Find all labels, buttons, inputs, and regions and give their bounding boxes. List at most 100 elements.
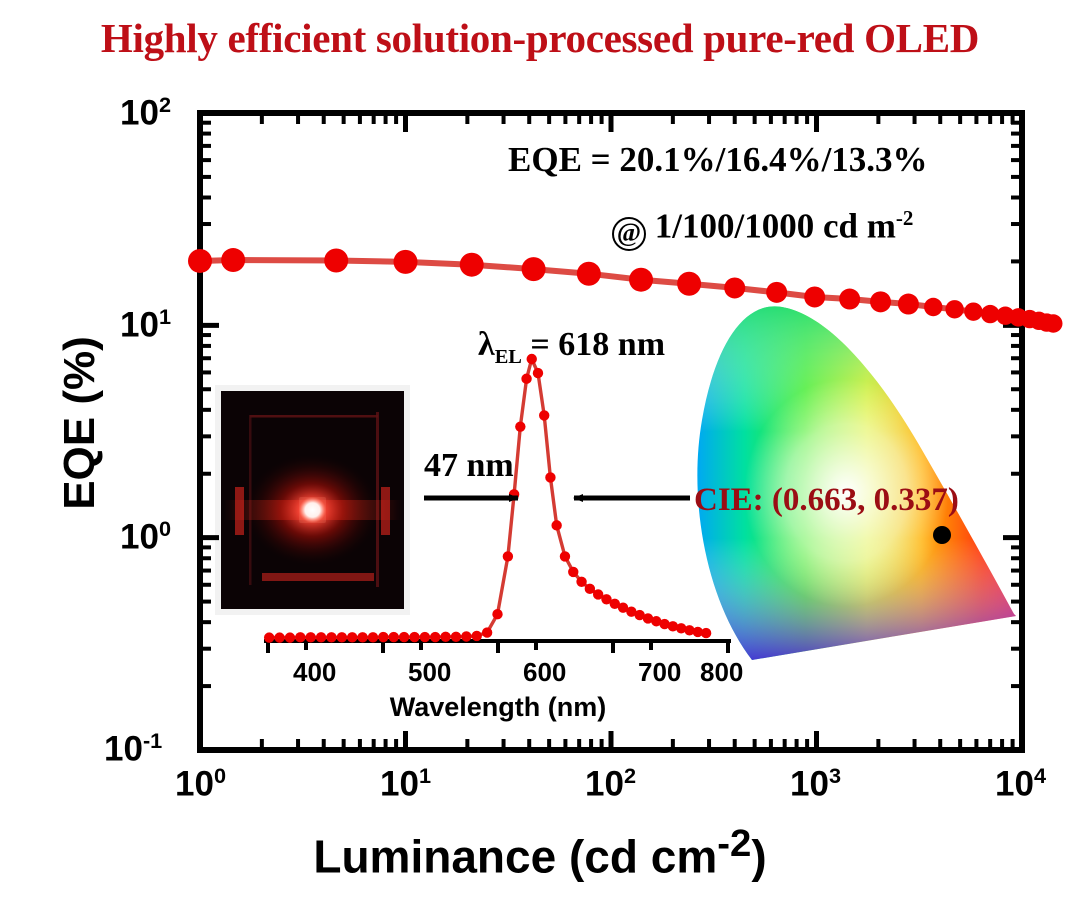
el-data-point bbox=[336, 632, 348, 643]
el-data-point bbox=[667, 621, 679, 632]
el-data-point bbox=[284, 632, 296, 643]
y-tick-label-0-1: 10-1 bbox=[104, 728, 163, 769]
eqe-data-point bbox=[324, 248, 349, 273]
x-tick-label-1000: 103 bbox=[790, 763, 841, 804]
eqe-data-point bbox=[924, 297, 943, 317]
x-tick-label-100: 102 bbox=[585, 763, 636, 804]
eqe-data-point bbox=[766, 281, 788, 303]
x-tick-label-10000: 104 bbox=[995, 763, 1046, 804]
el-spectrum-inset bbox=[263, 353, 731, 653]
eqe-data-point bbox=[839, 288, 861, 310]
el-data-point bbox=[659, 618, 670, 630]
eqe-data-point bbox=[677, 271, 702, 296]
el-data-point bbox=[367, 632, 379, 643]
eqe-data-point bbox=[724, 277, 746, 299]
el-data-point bbox=[642, 613, 654, 624]
el-data-point bbox=[692, 626, 703, 638]
eqe-data-point bbox=[964, 302, 983, 321]
el-data-point bbox=[263, 632, 275, 643]
el-data-point bbox=[617, 602, 629, 613]
el-data-point bbox=[515, 421, 526, 432]
eqe-curve bbox=[188, 248, 1063, 333]
x-tick-label-1: 100 bbox=[175, 763, 226, 804]
lambda-el-annotation: λEL = 618 nm bbox=[478, 326, 666, 368]
el-data-point bbox=[502, 551, 514, 562]
el-data-point bbox=[634, 609, 645, 621]
el-data-point bbox=[700, 627, 712, 639]
eqe-value-annotation: EQE = 20.1%/16.4%/13.3% bbox=[508, 140, 928, 179]
el-data-point bbox=[559, 551, 571, 562]
eqe-data-point bbox=[576, 261, 601, 286]
inset-x-tick-400: 400 bbox=[293, 657, 337, 687]
el-data-point bbox=[305, 632, 316, 643]
el-data-point bbox=[526, 353, 537, 365]
el-data-point bbox=[481, 627, 493, 638]
el-data-point bbox=[378, 631, 389, 643]
at-symbol-icon: @ bbox=[612, 216, 646, 251]
el-data-point bbox=[539, 410, 550, 421]
el-data-point bbox=[409, 631, 420, 643]
el-data-point bbox=[651, 616, 662, 627]
x-axis-label: Luminance (cd cm-2) bbox=[313, 822, 767, 883]
el-data-point bbox=[551, 520, 562, 531]
inset-x-tick-700: 700 bbox=[638, 657, 682, 687]
fwhm-label: 47 nm bbox=[424, 447, 514, 484]
el-data-point bbox=[274, 632, 285, 643]
eqe-data-point bbox=[221, 248, 246, 273]
el-data-point bbox=[471, 630, 482, 642]
eqe-data-point bbox=[188, 248, 212, 273]
el-data-point bbox=[601, 594, 612, 605]
el-data-point bbox=[584, 583, 596, 595]
el-data-point bbox=[675, 623, 687, 634]
luminance-condition-annotation: @ 1/100/1000 cd m-2 bbox=[612, 206, 913, 251]
eqe-data-point bbox=[521, 257, 546, 282]
y-tick-label-100: 102 bbox=[120, 92, 171, 133]
el-data-point bbox=[568, 566, 579, 578]
inset-x-tick-500: 500 bbox=[408, 657, 452, 687]
cie-coordinate-marker bbox=[933, 526, 951, 544]
el-data-point bbox=[532, 367, 544, 379]
cie-coordinates-label: CIE: (0.663, 0.337) bbox=[694, 482, 959, 518]
x-tick-label-10: 101 bbox=[380, 763, 431, 804]
el-data-point bbox=[326, 632, 337, 643]
el-data-point bbox=[576, 576, 587, 587]
el-data-point bbox=[440, 631, 451, 642]
el-data-point bbox=[592, 589, 604, 600]
el-data-point bbox=[609, 598, 620, 609]
el-data-point bbox=[626, 606, 637, 617]
el-data-point bbox=[315, 632, 327, 643]
el-data-point bbox=[295, 632, 306, 643]
el-data-point bbox=[450, 631, 462, 642]
eqe-data-point bbox=[870, 291, 892, 313]
eqe-data-point bbox=[1044, 314, 1063, 333]
el-data-point bbox=[492, 609, 503, 620]
el-data-point bbox=[398, 631, 410, 643]
figure-title: Highly efficient solution-processed pure… bbox=[100, 15, 980, 61]
eqe-data-point bbox=[629, 267, 654, 292]
main-axes-frame bbox=[197, 110, 1025, 753]
y-axis-label: EQE (%) bbox=[55, 336, 104, 510]
inset-x-tick-800: 800 bbox=[700, 657, 744, 687]
el-data-point bbox=[357, 632, 368, 643]
el-data-point bbox=[388, 631, 399, 643]
eqe-data-point bbox=[459, 252, 484, 277]
inset-x-tick-600: 600 bbox=[523, 657, 567, 687]
el-data-point bbox=[684, 625, 695, 636]
y-tick-label-10: 101 bbox=[120, 304, 171, 345]
eqe-data-point bbox=[393, 249, 418, 274]
el-data-point bbox=[521, 373, 532, 384]
device-photo-inset bbox=[215, 385, 410, 615]
inset-x-axis-label: Wavelength (nm) bbox=[389, 692, 607, 722]
el-data-point bbox=[430, 631, 441, 643]
eqe-data-point bbox=[897, 293, 919, 315]
el-data-point bbox=[419, 631, 431, 643]
el-data-point bbox=[461, 631, 472, 642]
eqe-data-point bbox=[804, 286, 826, 308]
y-tick-label-1: 100 bbox=[120, 516, 171, 557]
el-data-point bbox=[347, 632, 358, 643]
eqe-data-point bbox=[980, 304, 1000, 324]
eqe-data-point bbox=[945, 300, 964, 319]
el-data-point bbox=[545, 472, 556, 483]
